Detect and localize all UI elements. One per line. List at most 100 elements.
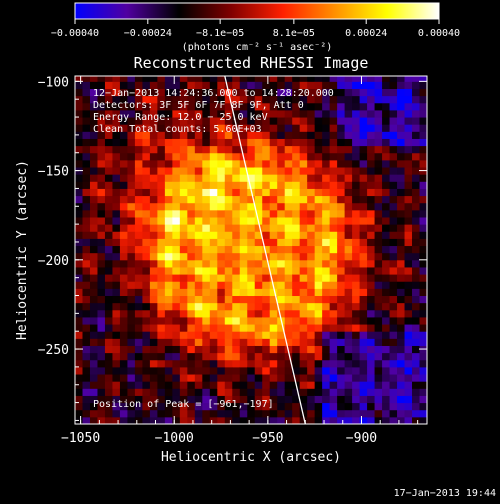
image-pixel (194, 167, 203, 175)
image-pixel (164, 202, 173, 211)
image-pixel (224, 381, 233, 389)
image-pixel (367, 202, 376, 211)
image-pixel (247, 374, 256, 382)
image-pixel (284, 167, 293, 175)
plot-area (75, 76, 427, 424)
image-pixel (187, 95, 196, 104)
image-pixel (307, 188, 316, 197)
image-pixel (179, 352, 188, 361)
image-pixel (419, 381, 427, 389)
image-pixel (292, 395, 301, 404)
image-pixel (329, 266, 338, 275)
image-pixel (89, 102, 98, 111)
image-pixel (217, 124, 226, 132)
image-pixel (104, 402, 113, 411)
image-pixel (179, 195, 188, 204)
image-pixel (239, 88, 248, 97)
image-pixel (254, 224, 263, 232)
image-pixel (262, 245, 271, 254)
image-pixel (75, 159, 83, 168)
image-pixel (314, 174, 323, 182)
image-pixel (89, 174, 98, 182)
image-pixel (172, 381, 181, 389)
image-pixel (142, 259, 151, 268)
x-tick-label: −1000 (155, 431, 194, 446)
image-pixel (217, 76, 226, 82)
image-pixel (119, 181, 128, 189)
image-pixel (337, 381, 346, 389)
image-pixel (157, 174, 166, 182)
image-pixel (164, 138, 173, 147)
image-pixel (89, 195, 98, 204)
image-pixel (374, 274, 383, 282)
image-pixel (269, 366, 278, 375)
image-pixel (262, 366, 271, 375)
image-pixel (284, 266, 293, 275)
image-pixel (419, 224, 427, 232)
image-pixel (329, 366, 338, 375)
image-pixel (232, 188, 241, 197)
image-pixel (307, 281, 316, 289)
image-pixel (97, 145, 106, 154)
image-pixel (247, 302, 256, 311)
image-pixel (142, 117, 151, 125)
image-pixel (209, 224, 218, 232)
image-pixel (127, 374, 136, 382)
image-pixel (367, 181, 376, 189)
image-pixel (292, 159, 301, 168)
image-pixel (374, 374, 383, 382)
image-pixel (172, 266, 181, 275)
image-pixel (382, 288, 391, 297)
image-pixel (164, 245, 173, 254)
image-pixel (374, 167, 383, 175)
image-pixel (269, 216, 278, 225)
image-pixel (209, 167, 218, 175)
image-pixel (419, 195, 427, 204)
image-pixel (194, 76, 203, 82)
image-pixel (179, 152, 188, 161)
image-pixel (232, 331, 241, 339)
image-pixel (194, 266, 203, 275)
image-pixel (397, 159, 406, 168)
image-pixel (389, 331, 398, 339)
image-pixel (344, 88, 353, 97)
image-pixel (299, 302, 308, 311)
image-pixel (112, 124, 121, 132)
image-pixel (232, 145, 241, 154)
image-pixel (344, 152, 353, 161)
image-pixel (404, 352, 413, 361)
image-pixel (127, 395, 136, 404)
image-pixel (172, 324, 181, 332)
image-pixel (277, 395, 286, 404)
image-pixel (202, 159, 211, 168)
image-pixel (97, 88, 106, 97)
image-pixel (149, 117, 158, 125)
image-pixel (157, 181, 166, 189)
image-pixel (202, 259, 211, 268)
image-pixel (374, 366, 383, 375)
image-pixel (419, 316, 427, 325)
image-pixel (284, 366, 293, 375)
image-pixel (194, 152, 203, 161)
image-pixel (75, 302, 83, 311)
image-pixel (292, 352, 301, 361)
image-pixel (382, 159, 391, 168)
image-pixel (269, 274, 278, 282)
image-pixel (389, 409, 398, 418)
image-pixel (112, 167, 121, 175)
image-pixel (239, 324, 248, 332)
image-pixel (352, 409, 361, 418)
image-pixel (299, 202, 308, 211)
image-pixel (314, 274, 323, 282)
image-pixel (209, 324, 218, 332)
image-pixel (119, 366, 128, 375)
image-pixel (157, 409, 166, 418)
image-pixel (209, 366, 218, 375)
image-pixel (247, 195, 256, 204)
image-pixel (149, 152, 158, 161)
image-pixel (112, 288, 121, 297)
image-pixel (322, 374, 331, 382)
image-pixel (269, 259, 278, 268)
image-pixel (119, 195, 128, 204)
image-pixel (209, 345, 218, 354)
